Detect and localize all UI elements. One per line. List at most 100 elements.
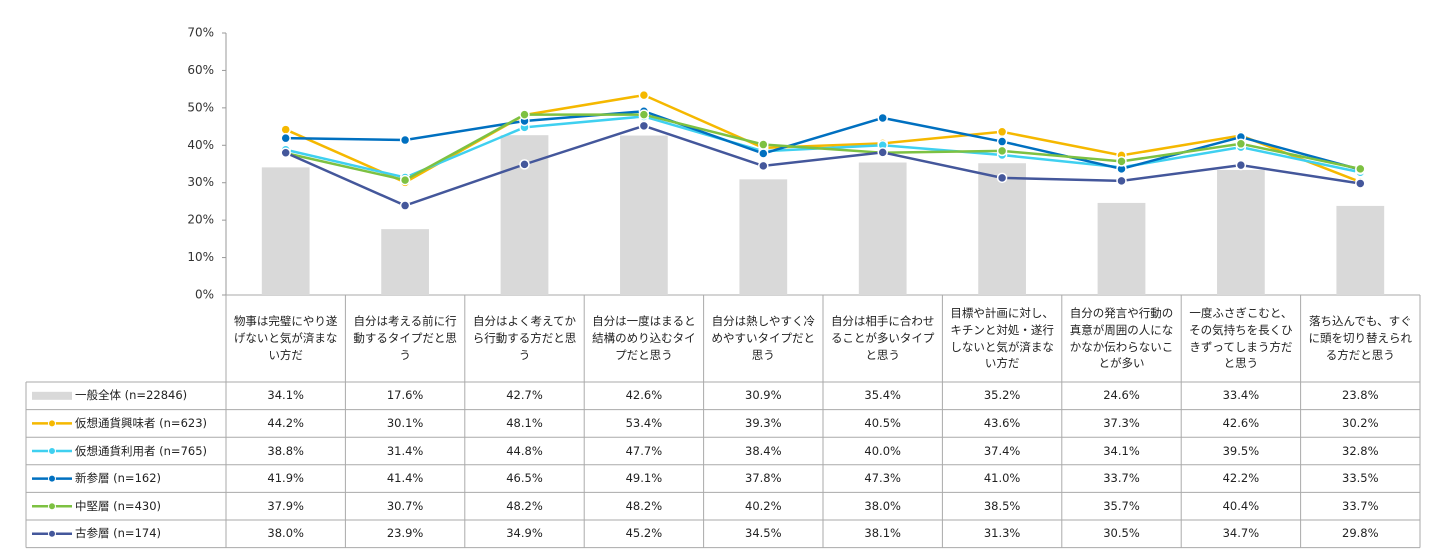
category-label: 目標や計画に対し、キチンと対処・遂行しないと気が済まない方だ [950,306,1054,371]
value-label: 30.5% [1103,526,1140,541]
y-tick-label: 70% [187,26,214,40]
category-label: 自分の発言や行動の真意が周囲の人になかなか伝わらないことが多い [1069,306,1174,371]
value-label: 30.1% [386,416,424,431]
value-label: 43.6% [983,416,1021,431]
value-label: 42.6% [1222,416,1260,431]
point [1235,138,1247,150]
value-label: 34.9% [506,526,543,541]
value-label: 40.0% [864,443,901,458]
value-label: 46.5% [506,471,543,486]
value-label: 44.8% [506,443,543,458]
point [399,174,411,186]
value-label: 23.8% [1342,388,1379,403]
value-label: 42.7% [506,388,543,403]
value-label: 35.4% [864,388,901,403]
value-label: 45.2% [625,526,663,541]
point [519,109,530,120]
value-label: 35.2% [983,388,1021,403]
bar [978,163,1026,295]
value-label: 48.2% [506,498,543,513]
point [1116,175,1127,187]
value-label: 47.3% [864,471,901,486]
legend-label: 一般全体 (n=22846) [75,388,188,403]
bar [858,162,907,295]
value-label: 35.7% [1103,498,1140,513]
category-label: 自分は熱しやすく冷めやすいタイプだと思う [711,314,816,362]
value-label: 40.5% [864,416,901,431]
value-label: 30.2% [1342,416,1379,431]
category-label: 自分は相手に合わせることが多いタイプと思う [830,314,935,362]
value-label: 53.4% [625,416,663,431]
point [758,148,769,159]
value-label: 41.0% [983,471,1021,486]
value-label: 23.9% [386,526,424,541]
y-tick-label: 30% [187,175,214,189]
value-label: 34.1% [1103,443,1140,458]
value-label: 49.1% [625,471,663,486]
point [758,139,769,150]
category-label: 自分は考える前に行動するタイプだと思う [353,314,457,362]
value-label: 34.5% [745,526,782,541]
value-label: 41.9% [267,471,304,486]
line [285,124,1361,207]
value-label: 37.9% [267,498,304,513]
point [638,120,650,132]
point [280,132,291,144]
value-label: 44.2% [267,416,304,431]
y-tick-label: 20% [187,213,214,227]
value-label: 17.6% [386,388,424,403]
y-tick-label: 0% [195,288,214,302]
bar [261,167,310,295]
value-label: 48.1% [506,416,543,431]
bar [739,179,788,295]
value-label: 38.1% [864,526,901,541]
value-label: 39.3% [745,416,782,431]
value-label: 38.0% [267,526,304,541]
value-label: 34.7% [1222,526,1260,541]
legend-swatch [32,391,72,400]
point [638,109,650,120]
value-label: 39.5% [1222,443,1260,458]
value-label: 40.2% [745,498,782,513]
value-label: 29.8% [1342,526,1379,541]
point [1355,163,1366,175]
category-label: 落ち込んでも、すぐに頭を切り替えられる方だと思う [1308,314,1413,362]
point [1235,159,1247,171]
point [638,89,650,101]
point [1116,156,1127,167]
bar [1217,169,1265,295]
category-label: 一度ふさぎこむと、その気持ちを長くひきずってしまう方だと思う [1189,306,1293,371]
point [877,147,888,158]
value-label: 37.8% [745,471,782,486]
value-label: 33.4% [1222,388,1260,403]
legend-label: 新参層 (n=162) [75,471,162,486]
value-label: 38.4% [745,443,782,458]
legend-marker [48,474,56,483]
y-tick-label: 50% [187,100,214,114]
value-label: 33.7% [1342,498,1379,513]
legend-marker [48,502,56,511]
value-label: 38.0% [864,498,901,513]
value-label: 31.3% [983,526,1021,541]
point [519,159,530,170]
value-label: 48.2% [625,498,663,513]
bar [381,229,429,295]
point [877,112,888,124]
legend-label: 仮想通貨興味者 (n=623) [75,416,208,431]
value-label: 37.3% [1103,416,1140,431]
category-label: 自分はよく考えてから行動する方だと思う [472,314,577,362]
value-label: 24.6% [1103,388,1140,403]
legend-marker [48,419,56,428]
value-label: 42.2% [1222,471,1260,486]
point [399,134,411,146]
point [996,172,1008,184]
point [758,160,769,172]
category-label: 物事は完璧にやり遂げないと気が済まない方だ [233,314,338,362]
value-label: 40.4% [1222,498,1260,513]
line [285,113,1361,182]
legend-label: 中堅層 (n=430) [75,498,162,513]
point [1355,178,1366,189]
value-label: 47.7% [625,443,663,458]
